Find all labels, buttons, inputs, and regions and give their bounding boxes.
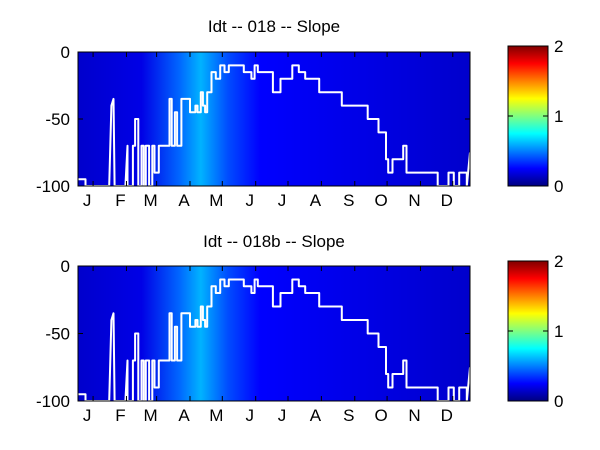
- colorbar-tick-label: 2: [554, 252, 563, 271]
- x-tick-label: F: [115, 191, 125, 210]
- colorbar-tick-label: 0: [554, 177, 563, 196]
- x-tick-label: M: [209, 406, 223, 425]
- x-tick-label: J: [245, 406, 254, 425]
- x-tick-label: A: [310, 191, 322, 210]
- x-tick-label: M: [144, 406, 158, 425]
- colorbar-tick-label: 2: [554, 37, 563, 56]
- chart-title: Idt -- 018 -- Slope: [208, 17, 340, 36]
- x-tick-label: S: [343, 406, 354, 425]
- x-tick-label: J: [278, 406, 287, 425]
- depth-line: [78, 64, 471, 187]
- x-tick-label: D: [441, 191, 453, 210]
- x-tick-label: S: [343, 191, 354, 210]
- x-tick-label: J: [245, 191, 254, 210]
- x-tick-label: O: [374, 406, 387, 425]
- x-tick-label: A: [310, 406, 322, 425]
- colorbar: [507, 45, 549, 187]
- x-tick-label: N: [408, 406, 420, 425]
- depth-line: [78, 278, 471, 402]
- x-tick-label: M: [209, 191, 223, 210]
- x-tick-label: J: [83, 191, 92, 210]
- y-tick-label: 0: [61, 257, 70, 276]
- x-tick-label: N: [408, 191, 420, 210]
- y-tick-label: -50: [45, 110, 70, 129]
- x-tick-label: M: [144, 191, 158, 210]
- colorbar: [507, 260, 549, 402]
- y-tick-label: -100: [36, 392, 70, 411]
- colorbar-tick-label: 1: [554, 322, 563, 341]
- chart-title: Idt -- 018b -- Slope: [203, 232, 345, 251]
- colorbar-tick-label: 1: [554, 107, 563, 126]
- x-tick-label: F: [115, 406, 125, 425]
- x-tick-label: A: [178, 191, 190, 210]
- x-tick-label: O: [374, 191, 387, 210]
- x-tick-label: J: [83, 406, 92, 425]
- y-tick-label: -50: [45, 325, 70, 344]
- x-tick-label: D: [441, 406, 453, 425]
- x-tick-label: J: [278, 191, 287, 210]
- x-tick-label: A: [178, 406, 190, 425]
- y-tick-label: -100: [36, 177, 70, 196]
- colorbar-tick-label: 0: [554, 392, 563, 411]
- y-tick-label: 0: [61, 43, 70, 62]
